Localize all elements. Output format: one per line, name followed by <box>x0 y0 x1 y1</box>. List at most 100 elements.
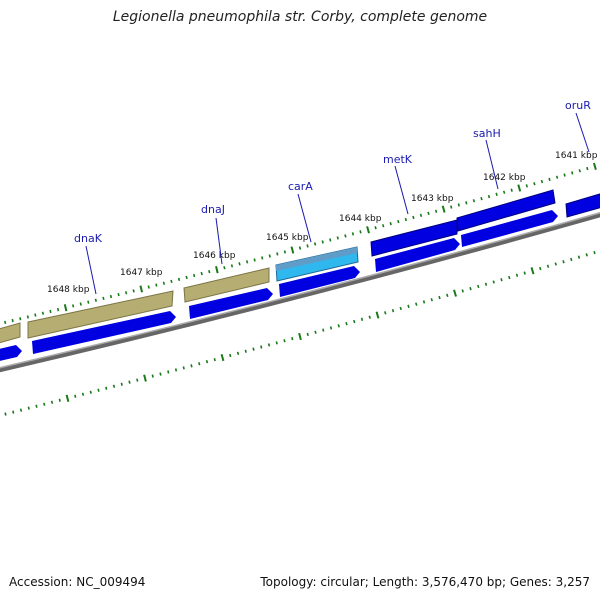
minor-tick <box>94 298 97 302</box>
minor-tick <box>120 382 123 386</box>
minor-tick <box>500 278 503 282</box>
minor-tick <box>539 266 542 271</box>
gene-upper-segment[interactable] <box>370 219 458 257</box>
minor-tick <box>147 285 150 289</box>
gene-highlight-shade <box>276 247 357 271</box>
minor-tick <box>434 209 438 213</box>
minor-tick <box>457 203 460 207</box>
minor-tick <box>229 353 232 358</box>
minor-tick <box>213 358 216 362</box>
minor-tick <box>345 321 348 326</box>
minor-tick <box>244 349 247 353</box>
gene-upper-segment[interactable] <box>456 189 556 232</box>
minor-tick <box>446 293 449 298</box>
gene-lower-arrow[interactable] <box>189 288 273 319</box>
minor-tick <box>336 236 339 240</box>
major-tick <box>375 311 380 319</box>
gene-lower-arrow[interactable] <box>0 345 22 362</box>
gene-leader-line <box>575 112 590 153</box>
minor-tick <box>399 306 402 311</box>
minor-tick <box>174 368 178 372</box>
minor-tick <box>34 313 37 317</box>
gene-labels: dnaK dnaJ carA metK sahH oruR <box>74 99 591 295</box>
minor-tick <box>200 271 203 276</box>
minor-tick <box>190 364 193 368</box>
gene-upper-segment[interactable] <box>565 191 600 218</box>
gene-upper-segment[interactable] <box>183 267 270 303</box>
major-tick <box>453 289 457 297</box>
minor-tick <box>105 386 108 390</box>
minor-tick <box>283 339 286 343</box>
minor-tick <box>151 374 154 378</box>
minor-tick <box>389 221 392 226</box>
gene-label-cara[interactable]: carA <box>288 180 313 193</box>
gene-lower-arrow[interactable] <box>461 210 558 247</box>
minor-tick <box>438 295 441 300</box>
gene-upper-segment[interactable] <box>27 290 174 339</box>
minor-tick <box>283 250 287 254</box>
major-tick <box>65 394 70 402</box>
minor-tick <box>374 226 377 230</box>
minor-tick <box>314 330 317 334</box>
minor-tick <box>585 253 588 257</box>
minor-tick <box>230 264 234 268</box>
minor-tick <box>252 347 255 351</box>
minor-tick <box>578 169 581 173</box>
minor-tick <box>261 256 264 260</box>
major-tick <box>298 332 302 341</box>
minor-tick <box>415 302 418 306</box>
minor-tick <box>313 242 317 246</box>
minor-tick <box>49 309 52 314</box>
major-tick <box>441 205 446 213</box>
minor-tick <box>97 388 100 392</box>
minor-tick <box>548 177 551 182</box>
minor-tick <box>136 378 139 382</box>
minor-tick <box>72 304 75 308</box>
gene-lower-arrow[interactable] <box>279 266 360 297</box>
minor-tick <box>508 275 511 280</box>
major-tick <box>139 285 144 293</box>
minor-tick <box>422 300 426 304</box>
minor-tick <box>384 311 387 315</box>
gene-label-dnak[interactable]: dnaK <box>74 232 103 245</box>
minor-tick <box>27 406 30 410</box>
major-tick <box>366 226 370 234</box>
gene-label-metk[interactable]: metK <box>383 153 413 166</box>
minor-tick <box>382 224 385 228</box>
gene-label-orur[interactable]: oruR <box>565 99 591 112</box>
gene-label-dnaj[interactable]: dnaJ <box>201 203 225 216</box>
minor-tick <box>112 384 116 388</box>
minor-tick <box>351 232 355 236</box>
minor-tick <box>109 294 113 299</box>
minor-tick <box>337 324 340 328</box>
minor-tick <box>198 362 201 366</box>
minor-tick <box>571 171 574 175</box>
minor-tick <box>89 390 92 394</box>
major-tick <box>290 246 295 254</box>
minor-tick <box>593 250 596 255</box>
scale-label: 1642 kbp <box>483 173 526 183</box>
major-tick <box>215 266 219 274</box>
minor-tick <box>329 238 332 242</box>
scale-label: 1644 kbp <box>339 214 382 224</box>
minor-tick <box>291 337 294 341</box>
major-tick <box>530 267 535 275</box>
gene-upper-segment[interactable] <box>0 322 21 344</box>
minor-tick <box>321 240 324 244</box>
minor-tick <box>477 284 480 289</box>
gene-lower-arrow[interactable] <box>32 311 176 354</box>
gene-label-sahh[interactable]: sahH <box>473 127 501 140</box>
minor-tick <box>74 394 77 398</box>
minor-tick <box>167 370 170 374</box>
minor-tick <box>391 308 395 313</box>
gene-lower-arrow[interactable] <box>375 238 460 272</box>
minor-tick <box>502 190 506 194</box>
minor-tick <box>238 262 241 266</box>
minor-tick <box>368 315 371 319</box>
minor-tick <box>306 332 309 336</box>
minor-tick <box>267 343 271 347</box>
minor-tick <box>4 412 7 416</box>
minor-tick <box>430 298 433 302</box>
minor-tick <box>570 257 573 262</box>
